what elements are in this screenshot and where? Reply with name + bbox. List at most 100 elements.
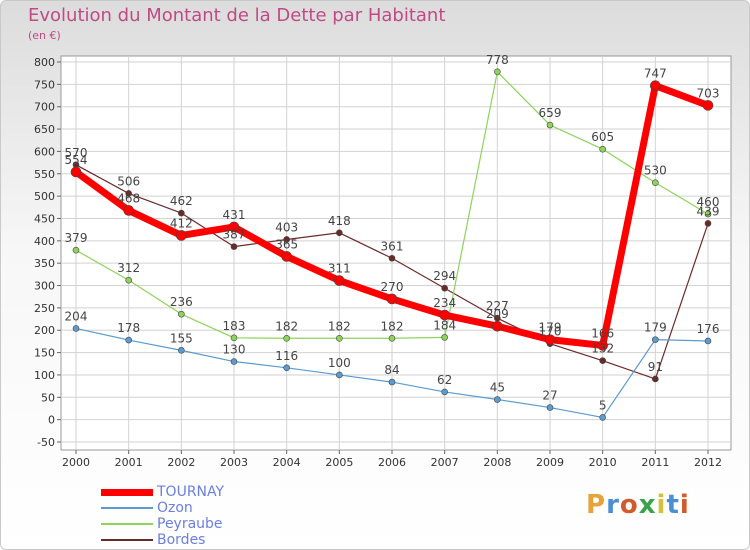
data-point-tournay (334, 275, 345, 286)
data-label-ozon: 27 (542, 389, 557, 403)
x-tick-label: 2004 (273, 456, 301, 469)
data-label-tournay: 703 (697, 86, 720, 100)
data-label-ozon: 179 (644, 321, 667, 335)
data-label-tournay: 365 (275, 237, 298, 251)
data-label-peyraube: 379 (65, 231, 88, 245)
data-point-peyraube (72, 246, 80, 254)
legend-swatch-ozon (101, 507, 153, 509)
data-point-ozon (230, 358, 238, 365)
data-point-peyraube (704, 210, 712, 218)
legend-label-bordes: Bordes (157, 532, 206, 548)
data-point-bordes (388, 254, 396, 262)
x-tick-label: 2006 (378, 456, 406, 469)
y-tick-label: -50 (37, 436, 55, 449)
x-tick-label: 2008 (483, 456, 511, 469)
data-label-ozon: 116 (275, 349, 298, 363)
data-label-peyraube: 182 (381, 319, 404, 333)
data-label-bordes: 506 (117, 174, 140, 188)
legend-swatch-tournay (101, 488, 153, 496)
y-tick-label: 350 (34, 257, 55, 270)
data-label-bordes: 227 (486, 299, 509, 313)
data-point-ozon (704, 337, 712, 345)
data-point-tournay (386, 293, 398, 305)
data-point-tournay (492, 320, 503, 332)
data-point-bordes (230, 243, 238, 250)
data-label-tournay: 209 (486, 307, 509, 321)
logo-letter: r (606, 490, 620, 520)
data-point-ozon (546, 404, 554, 411)
data-label-ozon: 45 (490, 381, 505, 395)
data-point-ozon (652, 336, 659, 343)
data-label-bordes: 91 (648, 360, 663, 374)
data-point-bordes (704, 220, 712, 227)
data-point-bordes (336, 229, 343, 237)
y-tick-label: 300 (34, 280, 55, 293)
data-label-peyraube: 460 (697, 195, 720, 209)
data-point-tournay (123, 205, 134, 216)
y-tick-label: 500 (34, 190, 55, 203)
data-label-ozon: 204 (65, 309, 88, 323)
data-point-peyraube (230, 334, 238, 342)
data-point-peyraube (283, 334, 290, 342)
data-point-ozon (283, 364, 290, 372)
y-tick-label: 700 (34, 101, 55, 114)
data-point-ozon (178, 347, 185, 354)
data-point-peyraube (178, 310, 185, 318)
data-label-peyraube: 182 (328, 319, 351, 333)
y-tick-label: 150 (34, 347, 55, 360)
data-point-ozon (599, 414, 606, 421)
data-point-peyraube (546, 121, 554, 129)
y-tick-label: 0 (48, 414, 55, 427)
data-label-peyraube: 183 (223, 319, 246, 333)
data-point-peyraube (599, 145, 606, 153)
data-label-tournay: 412 (170, 216, 193, 230)
data-point-tournay (176, 230, 187, 241)
data-point-peyraube (125, 276, 132, 284)
data-label-bordes: 132 (591, 342, 614, 356)
data-label-bordes: 294 (433, 269, 456, 283)
data-point-peyraube (336, 334, 343, 342)
proxiti-logo: Proxiti (586, 490, 690, 520)
data-label-tournay: 468 (117, 191, 140, 205)
y-tick-label: 400 (34, 235, 55, 248)
data-point-tournay (702, 100, 714, 111)
data-point-bordes (178, 209, 185, 217)
data-point-tournay (228, 221, 240, 233)
data-point-tournay (439, 309, 450, 321)
data-point-tournay (544, 334, 556, 345)
x-tick-label: 2012 (694, 456, 722, 469)
data-point-ozon (125, 336, 132, 344)
logo-letter: t (666, 490, 680, 520)
data-label-peyraube: 659 (539, 106, 562, 120)
data-label-peyraube: 530 (644, 164, 667, 178)
data-label-bordes: 570 (65, 146, 88, 160)
data-label-ozon: 84 (384, 363, 399, 377)
x-tick-label: 2005 (325, 456, 353, 469)
y-tick-label: 750 (34, 78, 55, 91)
data-point-tournay (650, 80, 661, 91)
data-label-tournay: 431 (223, 208, 246, 222)
data-label-bordes: 170 (539, 325, 562, 339)
data-point-peyraube (441, 334, 448, 341)
legend-swatch-bordes (101, 539, 153, 541)
data-point-bordes (652, 375, 659, 383)
x-tick-label: 2010 (589, 456, 617, 469)
data-label-peyraube: 778 (486, 53, 509, 67)
data-point-tournay (597, 340, 608, 351)
data-point-ozon (388, 378, 396, 386)
logo-letter: x (638, 490, 657, 520)
data-label-bordes: 387 (223, 228, 246, 242)
data-label-peyraube: 312 (117, 261, 140, 275)
data-label-tournay: 166 (591, 326, 614, 340)
y-tick-label: 650 (34, 123, 55, 136)
y-tick-label: 50 (41, 391, 55, 404)
data-label-ozon: 130 (223, 343, 246, 357)
data-point-peyraube (652, 179, 659, 187)
legend-label-ozon: Ozon (157, 500, 193, 516)
data-point-bordes (283, 236, 290, 243)
data-label-bordes: 403 (275, 220, 298, 234)
y-tick-label: 200 (34, 324, 55, 337)
data-label-tournay: 554 (65, 153, 88, 167)
